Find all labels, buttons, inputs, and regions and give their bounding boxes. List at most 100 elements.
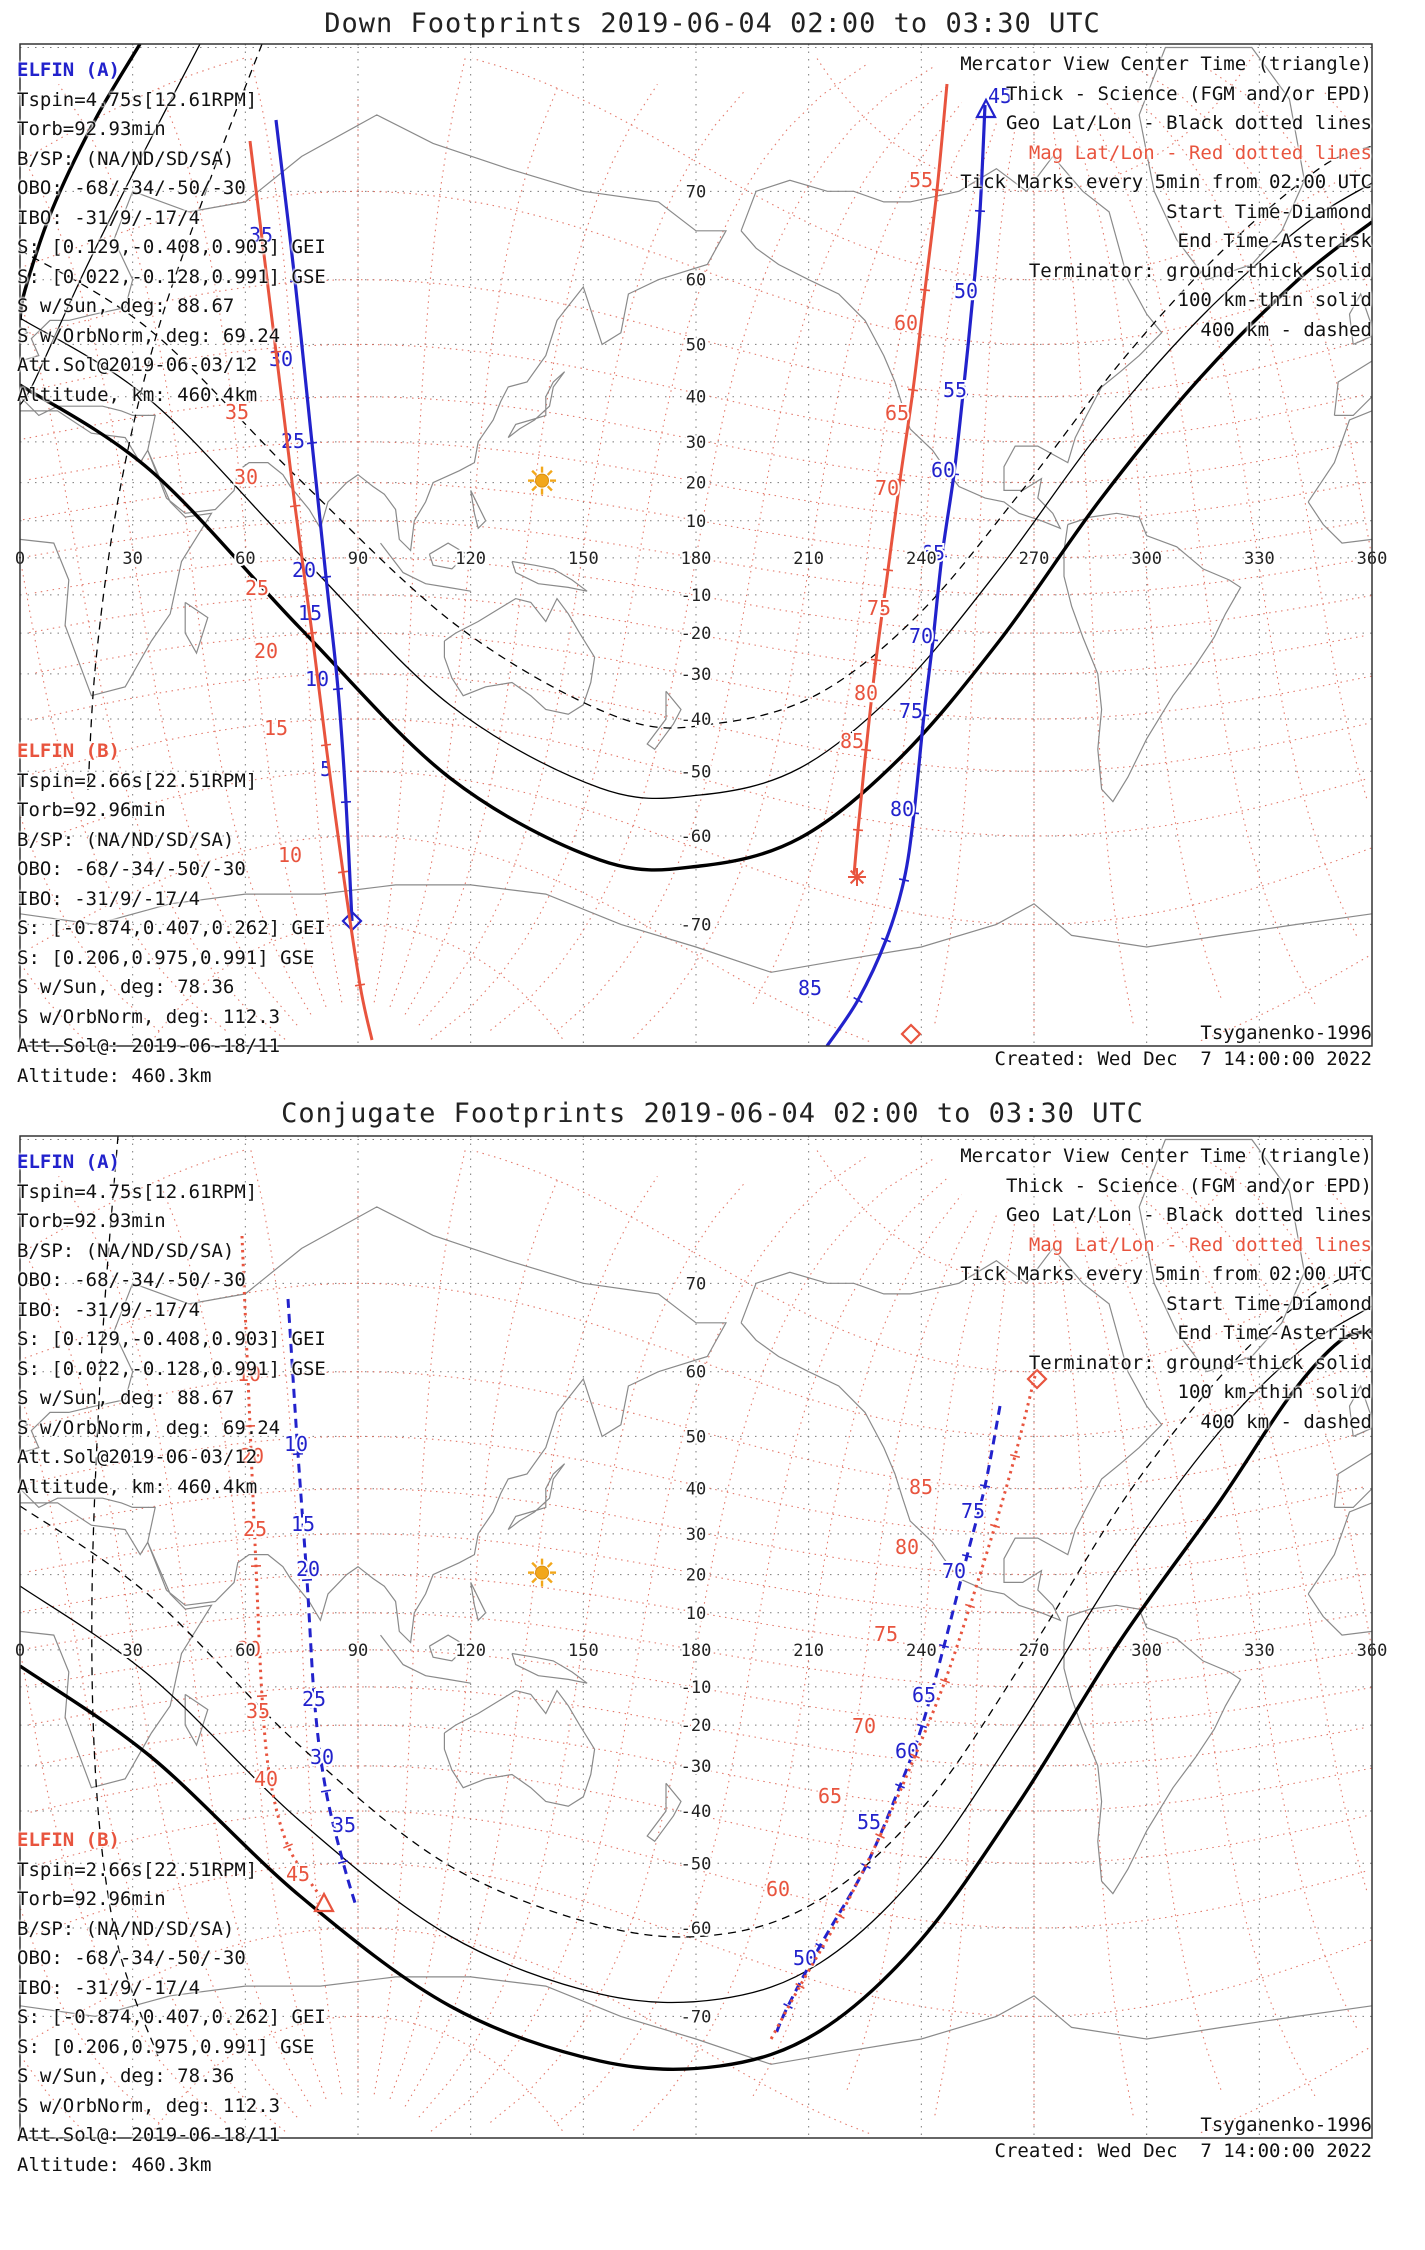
terminator-400km-curve xyxy=(20,145,1372,729)
map-text-label: 20 xyxy=(296,1557,320,1581)
track-tick-mark xyxy=(292,1452,304,1456)
track-tick-mark xyxy=(948,472,960,476)
terminator-100km-curve xyxy=(20,44,201,406)
map-text-label: 120 xyxy=(455,1641,486,1661)
map-text-label: 90 xyxy=(348,1641,368,1661)
elfin-b-info-line: ELFIN (B) xyxy=(17,1829,120,1851)
map-text-label: 35 xyxy=(332,1813,356,1837)
elfin-a-info-line: Tspin=4.75s[12.61RPM] xyxy=(17,88,258,111)
legend-line: Geo Lat/Lon - Black dotted lines xyxy=(1005,112,1372,134)
elfin-a-info-line: Altitude, km: 460.4km xyxy=(17,383,258,406)
panel-title: Conjugate Footprints 2019-06-04 02:00 to… xyxy=(281,1098,1144,1129)
map-text-label: 60 xyxy=(686,271,706,291)
track-tick-mark xyxy=(289,279,301,283)
map-text-label: 150 xyxy=(568,549,599,569)
map-text-label: 75 xyxy=(867,596,891,620)
map-text-label: 180 xyxy=(681,1641,712,1661)
elfin-a-info-line: B/SP: (NA/ND/SD/SA) xyxy=(17,1239,235,1262)
map-text-label: 270 xyxy=(1019,1641,1050,1661)
elfin-b-info-line: S w/Sun, deg: 78.36 xyxy=(17,976,235,998)
legend-line: Geo Lat/Lon - Black dotted lines xyxy=(1005,1204,1372,1226)
axis-labels: 0 30 60 90 120 150 180 210 240 270 300 330 360706050… xyxy=(13,1272,1389,2029)
legend-line: 100 km-thin solid xyxy=(1177,289,1372,311)
track-tick-mark xyxy=(964,1603,976,1609)
elfin-a-info: ELFIN (A) Tspin=4.75s[12.61RPM] Torb=92.93… xyxy=(17,56,326,410)
track-tick-mark xyxy=(898,878,910,882)
map-text-label: 30 xyxy=(122,1641,142,1661)
map-text-label: 45 xyxy=(286,1862,310,1886)
track-elfin-a-right: 75 70 65 60 55 50 xyxy=(773,1405,1002,2037)
elfin-a-info-line: Tspin=4.75s[12.61RPM] xyxy=(17,1180,258,1203)
terminator-400km-curve xyxy=(20,1265,1372,1938)
map-text-label: -70 xyxy=(681,915,712,935)
map-text-label: 240 xyxy=(906,549,937,569)
map-text-label: 75 xyxy=(874,1622,898,1646)
map-text-label: -20 xyxy=(681,1716,712,1736)
elfin-b-info-line: IBO: -31/9/-17/4 xyxy=(17,887,201,910)
track-tick-mark xyxy=(938,1643,950,1649)
elfin-a-info: ELFIN (A) Tspin=4.75s[12.61RPM] Torb=92.93… xyxy=(17,1148,326,1502)
elfin-a-info-line: IBO: -31/9/-17/4 xyxy=(17,206,201,229)
elfin-a-info-line: IBO: -31/9/-17/4 xyxy=(17,1298,201,1321)
map-text-label: 80 xyxy=(890,797,914,821)
elfin-b-info-line: IBO: -31/9/-17/4 xyxy=(17,1976,201,1999)
elfin-b-info-line: S w/Sun, deg: 78.36 xyxy=(17,2065,235,2087)
elfin-b-info-line: S w/OrbNorm, deg: 112.3 xyxy=(17,1005,281,1028)
track-tick-mark xyxy=(337,870,349,874)
map-text-label: 55 xyxy=(909,168,933,192)
track-tick-mark xyxy=(301,1578,313,1582)
map-text-label: 10 xyxy=(686,1604,706,1624)
map-text-label: 15 xyxy=(291,1512,315,1536)
elfin-b-info-line: OBO: -68/-34/-50/-30 xyxy=(17,1947,246,1969)
map-text-label: 30 xyxy=(686,433,706,453)
model-label: Tsyganenko-1996 xyxy=(1200,1022,1372,1044)
track-tick-mark xyxy=(881,937,891,943)
map-text-label: 300 xyxy=(1131,549,1162,569)
map-text-label: 10 xyxy=(284,1432,308,1456)
map-text-label: 80 xyxy=(854,681,878,705)
map-content: 3530252015105353025201510455055606570758… xyxy=(20,44,1372,1046)
map-text-label: 270 xyxy=(1019,549,1050,569)
map-text-label: 65 xyxy=(885,401,909,425)
map-text-label: 25 xyxy=(245,576,269,600)
terminator-100km-curve xyxy=(20,1305,1372,2004)
track-tick-mark xyxy=(940,1678,950,1684)
track-elfin-b-right: 85 80 75 70 65 60 xyxy=(764,1368,1048,2042)
panel-down-footprints: 35 30 25 20 15 10 5 35 30 25 20 15 10 45 50 55 60 65 70 75 8… xyxy=(0,0,1425,1096)
terminator-400km-curve xyxy=(87,44,263,791)
legend-line: Tick Marks every 5min from 02:00 UTC xyxy=(960,1263,1372,1285)
created-label: Created: Wed Dec 7 14:00:00 2022 xyxy=(994,2140,1373,2162)
map-text-label: 70 xyxy=(942,1559,966,1583)
map-text-label: 330 xyxy=(1244,1641,1275,1661)
legend-line: Terminator: ground-thick solid xyxy=(1028,259,1372,282)
track-tick-mark xyxy=(916,1723,928,1729)
map-text-label: 20 xyxy=(686,474,706,494)
map-text-label: -10 xyxy=(681,1678,712,1698)
map-text-label: 25 xyxy=(302,1687,326,1711)
elfin-b-info-line: Torb=92.96min xyxy=(17,1888,166,1910)
elfin-b-info-line: Altitude: 460.3km xyxy=(17,2153,212,2176)
track-tick-mark xyxy=(870,658,882,662)
elfin-b-info-line: Att.Sol@: 2019-06-18/11 xyxy=(17,2124,281,2146)
map-text-label: 30 xyxy=(269,347,293,371)
track-tick-mark xyxy=(270,350,282,354)
map-text-label: 65 xyxy=(818,1784,842,1808)
legend-line: 100 km-thin solid xyxy=(1177,1381,1372,1403)
map-text-label: -40 xyxy=(681,1802,712,1822)
elfin-b-info: ELFIN (B) Tspin=2.66s[22.51RPM] Torb=92.96… xyxy=(17,737,326,1091)
elfin-a-info-line: B/SP: (NA/ND/SD/SA) xyxy=(17,147,235,170)
legend-line: 400 km - dashed xyxy=(1200,318,1372,341)
terminator-ground-curve xyxy=(20,44,142,321)
elfin-a-info-line: Att.Sol@2019-06-03/12 xyxy=(17,354,258,376)
map-text-label: 60 xyxy=(931,458,955,482)
track-tick-mark xyxy=(919,288,931,292)
sun-icon xyxy=(528,466,557,495)
map-text-label: 40 xyxy=(686,1480,706,1500)
map-text-label: 30 xyxy=(686,1525,706,1545)
map-text-label: 180 xyxy=(681,549,712,569)
map-text-label: 65 xyxy=(921,541,945,565)
map-text-label: 25 xyxy=(281,429,305,453)
map-text-label: 70 xyxy=(852,1714,876,1738)
track-tick-mark xyxy=(882,568,894,572)
track-tick-mark xyxy=(264,1776,276,1780)
